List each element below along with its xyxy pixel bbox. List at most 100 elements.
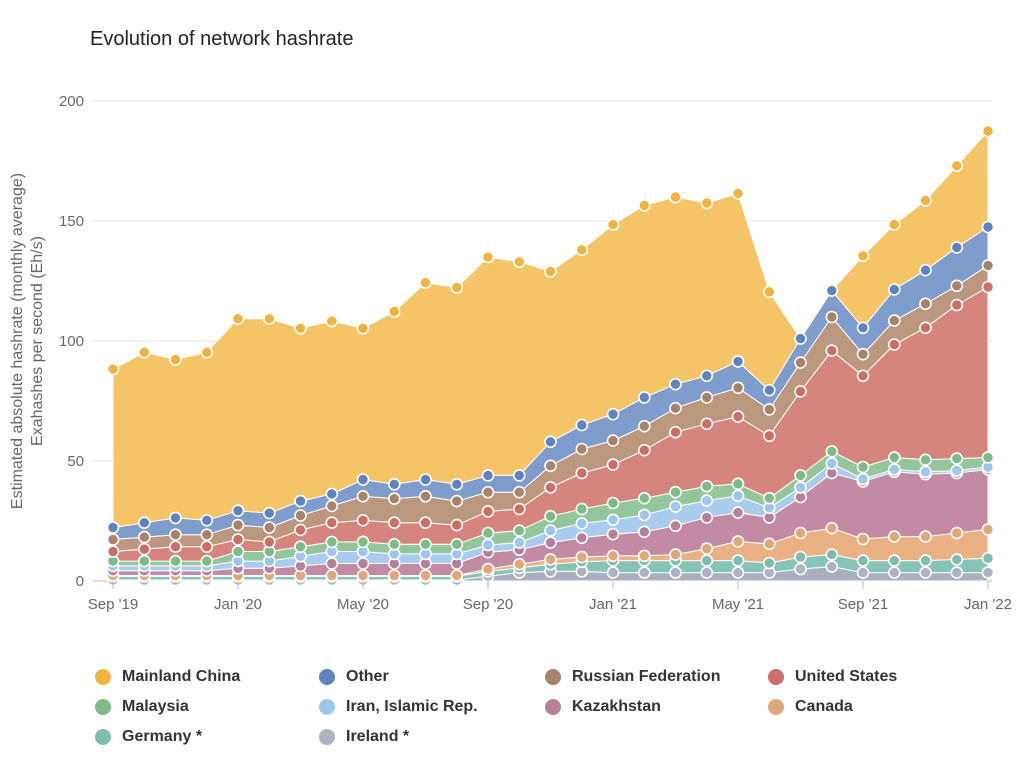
- legend-item-other[interactable]: Other: [319, 668, 389, 686]
- point-canada: [606, 549, 620, 563]
- point-united-states: [887, 338, 901, 351]
- point-russian-federation: [387, 492, 401, 506]
- chart-title: Evolution of network hashrate: [90, 28, 354, 50]
- point-russian-federation: [919, 297, 932, 311]
- point-united-states: [200, 540, 214, 554]
- point-iran-islamic-rep: [731, 489, 745, 503]
- point-canada: [637, 549, 651, 563]
- point-mainland-china: [637, 199, 651, 212]
- point-mainland-china: [169, 353, 182, 366]
- point-mainland-china: [512, 255, 526, 269]
- point-russian-federation: [731, 381, 745, 395]
- point-other: [856, 321, 870, 335]
- point-united-states: [138, 542, 151, 556]
- legend-label: Ireland *: [346, 728, 410, 745]
- point-russian-federation: [981, 259, 995, 272]
- point-mainland-china: [575, 243, 589, 257]
- legend-item-canada[interactable]: Canada: [768, 698, 853, 716]
- point-russian-federation: [825, 310, 839, 324]
- point-united-states: [637, 443, 651, 457]
- point-kazakhstan: [731, 506, 745, 519]
- point-canada: [762, 537, 776, 551]
- point-kazakhstan: [356, 557, 370, 570]
- point-russian-federation: [887, 314, 901, 327]
- point-kazakhstan: [606, 527, 620, 541]
- point-iran-islamic-rep: [575, 517, 589, 530]
- point-ireland: [950, 566, 964, 579]
- point-ireland: [606, 566, 620, 579]
- legend-item-kazakhstan[interactable]: Kazakhstan: [545, 698, 661, 716]
- point-germany: [919, 554, 932, 567]
- point-russian-federation: [138, 530, 151, 544]
- legend-swatch: [319, 669, 335, 685]
- x-tick-label: Sep '21: [838, 596, 888, 613]
- point-canada: [575, 550, 589, 564]
- point-germany: [700, 554, 714, 567]
- point-united-states: [481, 505, 495, 518]
- legend-item-russian-federation[interactable]: Russian Federation: [545, 668, 720, 686]
- point-russian-federation: [637, 419, 651, 433]
- point-canada: [669, 548, 682, 561]
- point-mainland-china: [481, 250, 495, 264]
- legend-label: Kazakhstan: [572, 698, 661, 715]
- point-iran-islamic-rep: [794, 481, 807, 494]
- point-mainland-china: [419, 276, 432, 290]
- point-mainland-china: [231, 312, 245, 326]
- point-other: [262, 506, 276, 520]
- hashrate-area-chart: 0 50 100 150 200 Estimated absolute hashrate …: [9, 93, 1012, 613]
- legend-item-germany[interactable]: Germany *: [95, 728, 202, 746]
- legend-item-malaysia[interactable]: Malaysia: [95, 698, 189, 716]
- point-iran-islamic-rep: [637, 508, 651, 522]
- point-malaysia: [419, 537, 432, 551]
- point-malaysia: [544, 509, 557, 523]
- point-malaysia: [169, 554, 182, 568]
- point-ireland: [981, 566, 995, 579]
- point-malaysia: [981, 451, 995, 464]
- point-canada: [950, 526, 964, 540]
- point-russian-federation: [950, 279, 964, 293]
- point-other: [825, 284, 839, 297]
- point-mainland-china: [981, 124, 995, 138]
- point-mainland-china: [356, 321, 370, 335]
- legend-item-mainland-china[interactable]: Mainland China: [95, 668, 240, 686]
- legend-item-ireland[interactable]: Ireland *: [319, 728, 409, 746]
- point-canada: [856, 532, 870, 546]
- point-russian-federation: [231, 518, 245, 532]
- point-russian-federation: [606, 434, 620, 447]
- point-canada: [387, 569, 401, 582]
- point-other: [669, 377, 682, 391]
- point-russian-federation: [544, 459, 557, 473]
- point-malaysia: [138, 554, 151, 568]
- point-other: [950, 241, 964, 254]
- x-tick-label: Sep '19: [88, 596, 138, 613]
- point-mainland-china: [544, 265, 557, 278]
- point-mainland-china: [669, 190, 682, 204]
- x-tick-label: May '21: [712, 596, 764, 613]
- point-united-states: [731, 410, 745, 423]
- point-other: [450, 477, 464, 491]
- point-other: [231, 504, 245, 518]
- point-canada: [356, 569, 370, 582]
- legend-swatch: [545, 669, 561, 685]
- point-ireland: [856, 566, 870, 579]
- point-malaysia: [450, 537, 464, 551]
- point-other: [356, 473, 370, 486]
- point-russian-federation: [450, 494, 464, 508]
- point-iran-islamic-rep: [856, 472, 870, 486]
- point-other: [919, 263, 932, 277]
- y-axis-label: Estimated absolute hashrate (monthly ave…: [9, 173, 26, 509]
- point-kazakhstan: [325, 557, 339, 570]
- legend-label: Mainland China: [122, 668, 241, 685]
- point-ireland: [887, 566, 901, 579]
- point-mainland-china: [731, 187, 745, 200]
- point-malaysia: [637, 491, 651, 505]
- x-tick-label: May '20: [337, 596, 389, 613]
- point-malaysia: [575, 502, 589, 516]
- legend-item-iran-islamic-rep[interactable]: Iran, Islamic Rep.: [319, 698, 478, 716]
- point-canada: [825, 521, 839, 535]
- point-mainland-china: [106, 362, 120, 376]
- point-other: [575, 418, 589, 432]
- point-other: [512, 469, 526, 482]
- point-other: [138, 516, 151, 530]
- legend-item-united-states[interactable]: United States: [768, 668, 897, 686]
